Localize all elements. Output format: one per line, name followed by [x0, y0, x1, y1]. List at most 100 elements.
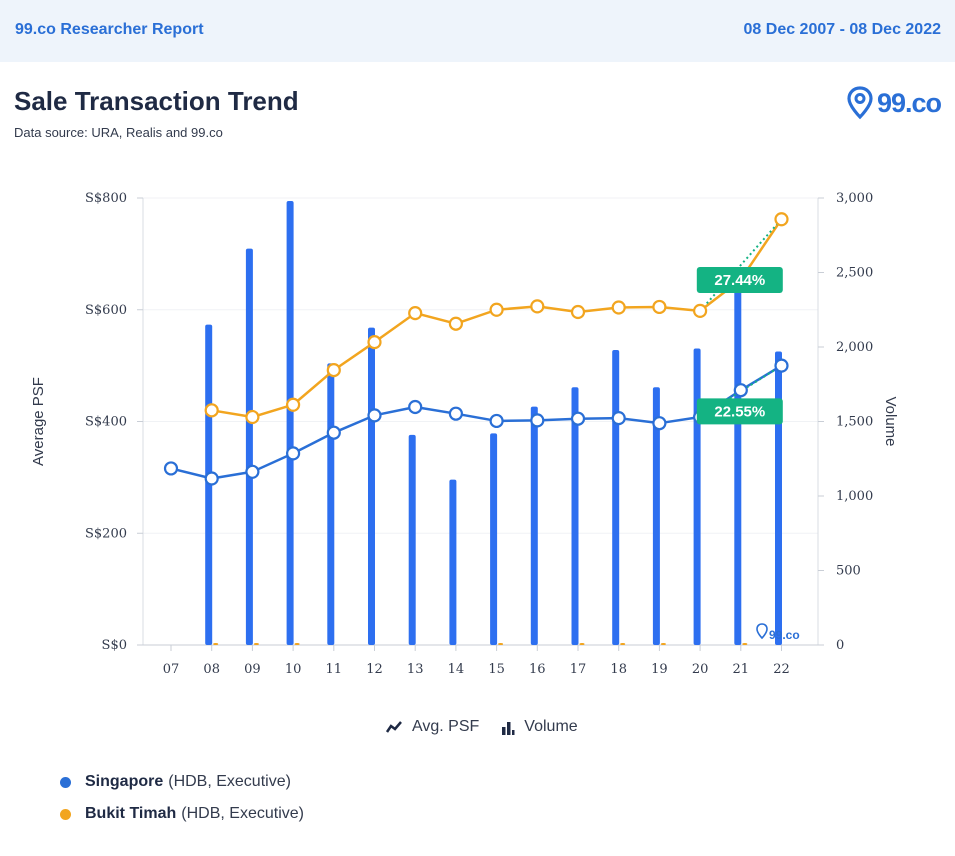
y-left-axis-title: Average PSF — [30, 377, 47, 466]
x-tick-label: 16 — [529, 662, 546, 677]
data-point — [326, 362, 341, 378]
x-tick-label: 15 — [488, 662, 505, 677]
data-point — [326, 425, 341, 440]
x-tick-label: 09 — [244, 662, 261, 677]
volume-bar — [612, 349, 620, 645]
y-right-tick-label: 3,000 — [836, 191, 873, 206]
volume-bar — [245, 248, 253, 645]
volume-bar — [490, 433, 498, 645]
x-tick-label: 14 — [448, 662, 465, 677]
volume-bar — [660, 643, 666, 645]
avg-psf-line — [170, 364, 783, 480]
volume-bar — [449, 479, 457, 645]
x-tick-label: 19 — [651, 662, 668, 677]
data-point — [448, 316, 463, 331]
volume-bar — [408, 434, 416, 645]
chart-title: Sale Transaction Trend — [14, 86, 299, 116]
y-right-axis-title: Volume — [882, 396, 899, 446]
x-tick-label: 10 — [285, 662, 302, 677]
percent-change-label: 27.44% — [714, 272, 765, 289]
legend-detail: (HDB, Executive) — [181, 805, 304, 822]
x-tick-label: 17 — [570, 662, 587, 677]
y-right-tick-label: 1,500 — [836, 415, 873, 430]
data-point — [204, 403, 219, 418]
volume-toggle[interactable]: Volume — [501, 718, 578, 736]
percent-change-badge — [696, 398, 783, 425]
x-tick-label: 13 — [407, 662, 424, 677]
data-point — [692, 303, 708, 318]
location-pin-icon — [756, 623, 768, 640]
data-point — [408, 399, 423, 415]
data-source: Data source: URA, Realis and 99.co — [14, 125, 223, 140]
legend-dot — [60, 808, 71, 820]
data-point — [448, 406, 463, 421]
x-tick-label: 21 — [733, 662, 750, 677]
data-point — [652, 416, 667, 431]
legend-item-singapore[interactable]: Singapore (HDB, Executive) — [60, 766, 304, 798]
y-left-tick-label: S$0 — [102, 638, 127, 653]
change-indicator-line — [699, 218, 783, 312]
chart-watermark: 99.co — [769, 628, 800, 642]
volume-bar — [652, 387, 660, 645]
series-legend: Singapore (HDB, Executive) Bukit Timah (… — [60, 766, 304, 830]
x-tick-label: 20 — [692, 662, 709, 677]
volume-bar — [286, 200, 294, 646]
x-tick-label: 22 — [773, 662, 790, 677]
data-point — [652, 299, 667, 315]
x-tick-label: 18 — [610, 662, 627, 677]
volume-bar — [294, 643, 300, 645]
y-left-tick-label: S$200 — [85, 526, 127, 541]
data-point — [489, 302, 504, 317]
brand-logo: 99.co — [847, 84, 942, 122]
avg-psf-label: Avg. PSF — [412, 718, 480, 735]
volume-bar — [327, 363, 335, 645]
y-right-tick-label: 2,000 — [836, 340, 873, 355]
volume-bar — [498, 643, 504, 645]
data-point — [408, 306, 423, 321]
data-point — [367, 335, 382, 350]
y-left-tick-label: S$600 — [85, 303, 127, 318]
y-right-tick-label: 500 — [836, 564, 861, 579]
volume-bar — [693, 348, 701, 645]
volume-bar — [368, 327, 375, 645]
percent-change-label: 22.55% — [714, 403, 765, 420]
legend-name: Bukit Timah — [85, 805, 177, 822]
volume-bar — [775, 351, 782, 645]
volume-bar — [734, 281, 742, 645]
volume-bar — [579, 643, 585, 645]
volume-bar — [253, 643, 259, 645]
volume-label: Volume — [524, 718, 578, 735]
data-point — [611, 411, 626, 426]
legend-name: Singapore — [85, 773, 164, 790]
data-point — [286, 446, 301, 461]
location-pin-icon — [847, 86, 873, 120]
data-point — [163, 461, 179, 476]
y-right-tick-label: 2,500 — [836, 266, 873, 281]
y-right-tick-label: 1,000 — [836, 489, 873, 504]
data-point — [570, 411, 586, 426]
data-point — [286, 397, 301, 412]
volume-bar — [742, 643, 748, 645]
data-point — [245, 464, 260, 479]
data-point — [530, 413, 545, 428]
data-point — [774, 358, 789, 373]
percent-change-badge — [696, 267, 783, 294]
sale-transaction-chart: S$0 S$200 S$400 S$600 S$800 0 500 1,000 1,500 2,0… — [30, 191, 899, 677]
data-point — [570, 304, 586, 320]
y-left-tick-label: S$400 — [85, 415, 127, 430]
volume-bar — [620, 643, 626, 645]
volume-bar — [571, 387, 579, 645]
data-point — [530, 299, 545, 314]
legend-item-bukit-timah[interactable]: Bukit Timah (HDB, Executive) — [60, 798, 304, 830]
data-point — [204, 471, 219, 486]
data-point — [733, 383, 748, 398]
x-tick-label: 08 — [203, 662, 220, 677]
volume-bar — [213, 643, 219, 645]
data-point — [367, 408, 382, 423]
avg-psf-toggle[interactable]: Avg. PSF — [385, 718, 479, 736]
data-point — [489, 413, 504, 429]
report-header: 99.co Researcher Report 08 Dec 2007 - 08… — [0, 0, 955, 62]
data-point — [774, 212, 789, 227]
x-tick-label: 11 — [326, 662, 343, 677]
logo-text: 99.co — [876, 87, 942, 118]
